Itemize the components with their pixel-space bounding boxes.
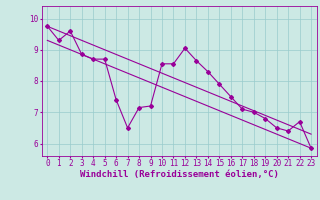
X-axis label: Windchill (Refroidissement éolien,°C): Windchill (Refroidissement éolien,°C) (80, 170, 279, 179)
